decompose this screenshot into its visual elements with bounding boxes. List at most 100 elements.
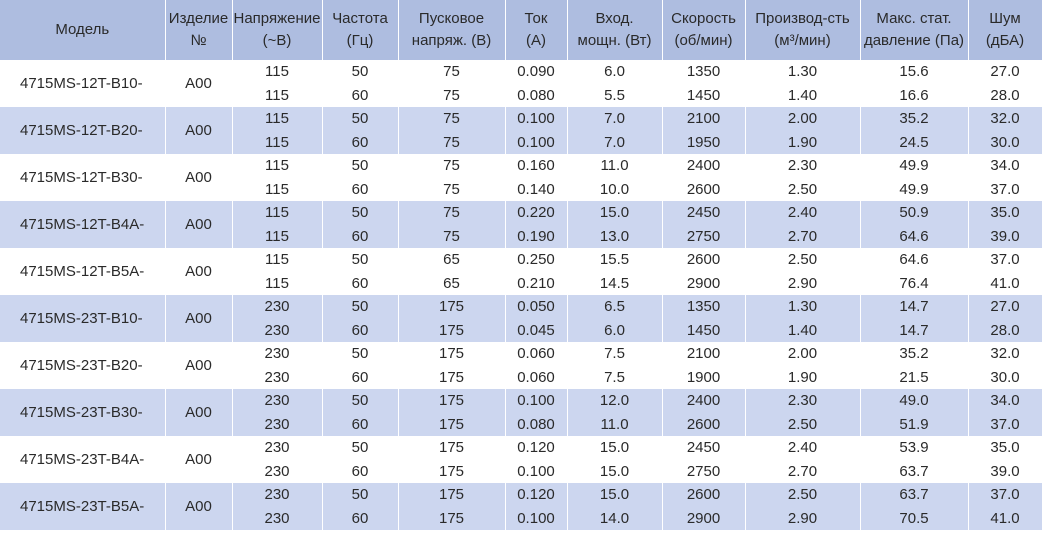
header-cell: Скорость (об/мин) bbox=[662, 0, 746, 60]
header-line: Шум bbox=[989, 10, 1021, 27]
value-cell: 1.30 bbox=[745, 295, 861, 319]
item-cell: A00 bbox=[165, 342, 233, 389]
value-cell: 50 bbox=[322, 107, 399, 131]
value-cell: 12.0 bbox=[567, 389, 663, 413]
value-cell: 175 bbox=[398, 342, 506, 366]
value-cell: 70.5 bbox=[860, 506, 969, 530]
value-cell: 37.0 bbox=[968, 412, 1043, 436]
value-cell: 2.30 bbox=[745, 389, 861, 413]
value-cell: 30.0 bbox=[968, 365, 1043, 389]
header-cell: Напряжение (~В) bbox=[232, 0, 323, 60]
header-line: (дБА) bbox=[985, 32, 1025, 49]
header-cell: Макс. стат. давление (Па) bbox=[860, 0, 969, 60]
value-cell: 76.4 bbox=[860, 271, 969, 295]
value-cell: 0.120 bbox=[505, 483, 568, 507]
value-cell: 35.0 bbox=[968, 436, 1043, 460]
value-cell: 2.00 bbox=[745, 107, 861, 131]
value-cell: 60 bbox=[322, 177, 399, 201]
data-row: 4715MS-12T-B10- A00 115 50 75 0.090 6.0 1350 1.3… bbox=[0, 60, 1043, 107]
item-cell: A00 bbox=[165, 436, 233, 483]
value-cell: 15.0 bbox=[567, 483, 663, 507]
item-cell: A00 bbox=[165, 248, 233, 295]
value-cell: 11.0 bbox=[567, 412, 663, 436]
value-cell: 2600 bbox=[662, 483, 746, 507]
value-cell: 50 bbox=[322, 483, 399, 507]
value-cell: 2600 bbox=[662, 412, 746, 436]
value-cell: 75 bbox=[398, 60, 506, 84]
value-cell: 6.0 bbox=[567, 318, 663, 342]
value-cell: 50 bbox=[322, 60, 399, 84]
model-cell: 4715MS-12T-B5A- bbox=[0, 248, 166, 295]
value-cell: 39.0 bbox=[968, 459, 1043, 483]
value-cell: 115 bbox=[232, 248, 323, 272]
value-cell: 2100 bbox=[662, 342, 746, 366]
model-cell: 4715MS-12T-B30- bbox=[0, 154, 166, 201]
value-cell: 2.50 bbox=[745, 412, 861, 436]
value-cell: 0.060 bbox=[505, 342, 568, 366]
data-row: 115 60 75 0.190 13.0 2750 2.70 64.6 39.0 bbox=[0, 224, 1043, 248]
value-cell: 0.060 bbox=[505, 365, 568, 389]
value-cell: 230 bbox=[232, 295, 323, 319]
value-cell: 175 bbox=[398, 389, 506, 413]
value-cell: 2.40 bbox=[745, 201, 861, 225]
value-cell: 115 bbox=[232, 224, 323, 248]
value-cell: 50 bbox=[322, 154, 399, 178]
value-cell: 5.5 bbox=[567, 83, 663, 107]
value-cell: 115 bbox=[232, 83, 323, 107]
header-line: мощн. (Вт) bbox=[577, 32, 652, 49]
value-cell: 1950 bbox=[662, 130, 746, 154]
value-cell: 230 bbox=[232, 412, 323, 436]
value-cell: 0.080 bbox=[505, 83, 568, 107]
value-cell: 1350 bbox=[662, 60, 746, 84]
data-row: 4715MS-23T-B4A- A00 230 50 175 0.120 15.0 2450 2… bbox=[0, 436, 1043, 483]
data-row: 115 60 65 0.210 14.5 2900 2.90 76.4 41.0 bbox=[0, 271, 1043, 295]
value-cell: 230 bbox=[232, 483, 323, 507]
value-cell: 230 bbox=[232, 436, 323, 460]
header-line: № bbox=[190, 32, 207, 49]
value-cell: 16.6 bbox=[860, 83, 969, 107]
value-cell: 60 bbox=[322, 83, 399, 107]
value-cell: 35.2 bbox=[860, 107, 969, 131]
value-cell: 30.0 bbox=[968, 130, 1043, 154]
value-cell: 60 bbox=[322, 365, 399, 389]
data-row: 4715MS-23T-B5A- A00 230 50 175 0.120 15.0 2600 2… bbox=[0, 483, 1043, 530]
value-cell: 32.0 bbox=[968, 107, 1043, 131]
header-cell: Производ-сть (м³/мин) bbox=[745, 0, 861, 60]
value-cell: 50 bbox=[322, 389, 399, 413]
value-cell: 230 bbox=[232, 459, 323, 483]
value-cell: 15.0 bbox=[567, 459, 663, 483]
value-cell: 14.7 bbox=[860, 295, 969, 319]
value-cell: 2.50 bbox=[745, 483, 861, 507]
value-cell: 7.0 bbox=[567, 130, 663, 154]
value-cell: 1.90 bbox=[745, 130, 861, 154]
value-cell: 230 bbox=[232, 389, 323, 413]
header-cell: Вход. мощн. (Вт) bbox=[567, 0, 663, 60]
value-cell: 27.0 bbox=[968, 60, 1043, 84]
value-cell: 1450 bbox=[662, 318, 746, 342]
value-cell: 0.120 bbox=[505, 436, 568, 460]
value-cell: 2750 bbox=[662, 224, 746, 248]
value-cell: 2900 bbox=[662, 506, 746, 530]
model-cell: 4715MS-23T-B10- bbox=[0, 295, 166, 342]
value-cell: 27.0 bbox=[968, 295, 1043, 319]
value-cell: 0.210 bbox=[505, 271, 568, 295]
value-cell: 230 bbox=[232, 506, 323, 530]
value-cell: 230 bbox=[232, 318, 323, 342]
data-row: 115 60 75 0.080 5.5 1450 1.40 16.6 28.0 bbox=[0, 83, 1043, 107]
value-cell: 49.0 bbox=[860, 389, 969, 413]
value-cell: 1.40 bbox=[745, 318, 861, 342]
value-cell: 75 bbox=[398, 201, 506, 225]
item-cell: A00 bbox=[165, 107, 233, 154]
value-cell: 13.0 bbox=[567, 224, 663, 248]
value-cell: 0.100 bbox=[505, 506, 568, 530]
item-cell: A00 bbox=[165, 60, 233, 107]
model-cell: 4715MS-12T-B10- bbox=[0, 60, 166, 107]
value-cell: 0.100 bbox=[505, 389, 568, 413]
value-cell: 2400 bbox=[662, 154, 746, 178]
value-cell: 115 bbox=[232, 177, 323, 201]
value-cell: 1.40 bbox=[745, 83, 861, 107]
value-cell: 14.0 bbox=[567, 506, 663, 530]
data-row: 230 60 175 0.100 15.0 2750 2.70 63.7 39.0 bbox=[0, 459, 1043, 483]
header-line: Ток bbox=[524, 10, 548, 27]
